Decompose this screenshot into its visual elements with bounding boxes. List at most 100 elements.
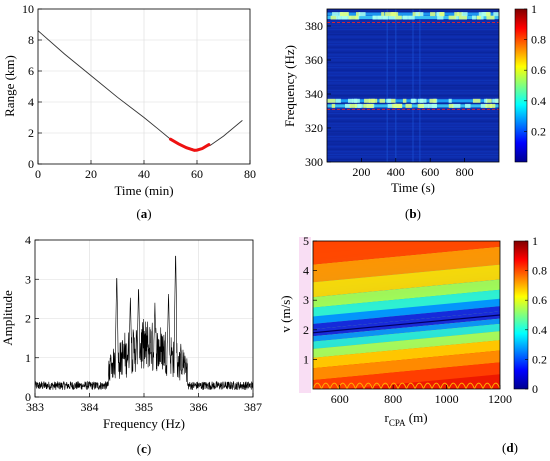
d-scallop: [406, 382, 416, 389]
panel-c: 383 384 385 386 387 0 1 2 3 4 Frequency (Hz) Amp…: [0, 233, 262, 456]
d-cbar-tick-label-5: 1: [532, 234, 538, 248]
b-xtick-label-2: 600: [421, 165, 439, 179]
b-band-spot: [371, 98, 378, 103]
d-scallop: [482, 382, 492, 389]
d-contour-band-11: [313, 264, 500, 298]
d-scallop: [329, 382, 339, 389]
b-band-spot: [448, 15, 456, 20]
colorbar-ticks-d: 0 0.2 0.4 0.6 0.8 1: [525, 234, 547, 396]
a-series-line-1: [169, 137, 211, 152]
b-band-spot: [339, 12, 349, 17]
b-band-spot: [452, 103, 461, 108]
b-band-spot: [338, 15, 344, 20]
b-band-spot: [402, 98, 407, 103]
b-xtick-label-3: 800: [456, 165, 474, 179]
d-cbar-tick-label-0: 0: [532, 382, 538, 396]
b-band-spot: [364, 98, 371, 103]
c-ytick-label-0: 0: [25, 390, 31, 404]
d-scallop: [313, 382, 322, 389]
d-contour-band-4: [313, 323, 500, 349]
d-contour-band-12: [313, 246, 500, 283]
d-scallop: [423, 382, 433, 389]
b-band-spot: [379, 98, 386, 103]
b-band-spot: [409, 15, 415, 20]
x-ticks-a: 0 20 40 60 80: [35, 160, 256, 181]
a-xtick-label-4: 80: [244, 167, 256, 181]
b-band-spot: [330, 15, 337, 20]
heatmap-d-marks: [313, 241, 500, 389]
d-contour-band-2: [313, 340, 500, 369]
b-band-spot: [391, 103, 401, 108]
d-xtick-label-1: 800: [384, 392, 402, 406]
d-valley-line: [313, 314, 500, 334]
b-band-spot: [366, 103, 374, 108]
d-cbar-tick-label-3: 0.6: [532, 293, 547, 307]
spectrum-c: [35, 255, 253, 391]
b-band-spot: [394, 15, 402, 20]
a-ytick-label-4: 8: [28, 33, 34, 47]
y-axis-label-c: Amplitude: [0, 290, 15, 346]
d-cbar-tick-label-1: 0.2: [532, 352, 547, 366]
b-cbar-tick-label-3: 0.8: [531, 33, 546, 47]
b-band-spot: [490, 103, 496, 108]
x-ticks-b: 200 400 600 800: [352, 158, 474, 179]
b-band-spot: [448, 98, 452, 103]
c-ytick-label-2: 2: [25, 312, 31, 326]
b-xtick-label-1: 400: [387, 165, 405, 179]
a-ytick-label-0: 0: [28, 157, 34, 171]
b-band-spot: [476, 15, 481, 20]
b-band-spot: [478, 12, 487, 17]
c-ytick-label-1: 1: [25, 351, 31, 365]
b-ytick-label-0: 300: [305, 155, 323, 169]
y-ticks-a: 0 2 4 6 8 10: [22, 2, 42, 171]
b-cbar-tick-label-1: 0.4: [531, 94, 546, 108]
d-scallop: [448, 382, 458, 389]
b-cbar-tick-label-2: 0.6: [531, 63, 546, 77]
b-ytick-label-4: 380: [305, 19, 323, 33]
heatmap-b-marks: [327, 9, 499, 162]
d-scallop: [457, 382, 467, 389]
d-xtick-label-0: 600: [331, 392, 349, 406]
d-scallop: [431, 382, 441, 389]
spectrum-line-c: [35, 255, 253, 391]
b-band-spot: [486, 15, 495, 20]
d-scallop: [465, 382, 475, 389]
d-xtick-label-3: 1200: [488, 392, 512, 406]
d-scallop: [363, 382, 373, 389]
x-axis-label-a: Time (min): [114, 183, 173, 198]
d-ytick-label-3: 4: [303, 264, 309, 278]
b-band-spot: [355, 12, 361, 17]
d-contour-band-3: [313, 331, 500, 358]
b-band-spot: [437, 15, 444, 20]
b-band-spot: [347, 98, 353, 103]
b-band-spot: [372, 15, 376, 20]
d-scallop: [474, 382, 484, 389]
b-band-spot: [372, 15, 382, 20]
d-ytick-label-2: 3: [303, 293, 309, 307]
y-axis-label-a: Range (km): [2, 55, 17, 117]
d-cbar-tick-label-2: 0.4: [532, 323, 547, 337]
d-scallop: [397, 382, 407, 389]
b-ytick-label-2: 340: [305, 87, 323, 101]
c-xtick-label-2: 385: [135, 400, 153, 414]
a-series-line-0: [38, 30, 243, 151]
d-scallop: [389, 382, 399, 389]
d-scallop: [321, 382, 331, 389]
b-band-spot: [410, 98, 417, 103]
a-ytick-label-2: 4: [28, 95, 34, 109]
d-ytick-label-0: 1: [303, 352, 309, 366]
b-cbar-tick-label-0: 0.2: [531, 124, 546, 138]
d-scallop: [372, 382, 382, 389]
b-band-spot: [381, 12, 385, 17]
d-scallop: [355, 382, 365, 389]
b-band-spot: [405, 103, 412, 108]
c-xtick-label-4: 387: [244, 400, 262, 414]
b-band-spot: [485, 103, 493, 108]
b-band-spot: [402, 15, 408, 20]
a-xtick-label-3: 60: [191, 167, 203, 181]
b-band-spot: [417, 98, 427, 103]
c-xtick-label-0: 383: [26, 400, 44, 414]
d-xtick-label-2: 1000: [435, 392, 459, 406]
y-ticks-d: 1 2 3 4 5: [303, 234, 317, 366]
